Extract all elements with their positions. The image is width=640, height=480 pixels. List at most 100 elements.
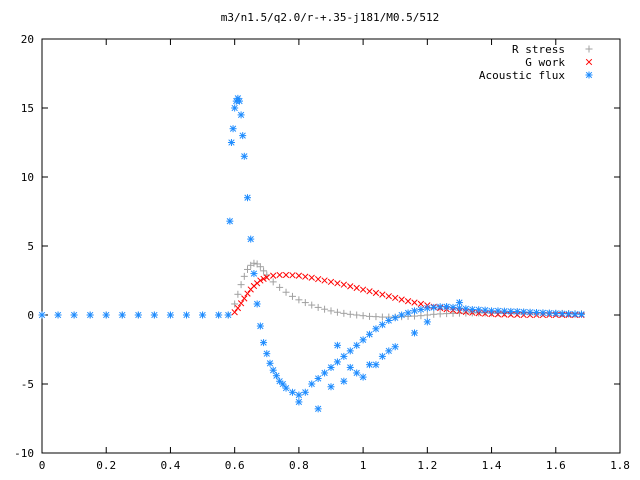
data-point [353, 369, 361, 377]
data-point [234, 290, 242, 298]
data-point [314, 303, 322, 311]
data-point [455, 299, 463, 307]
data-point [295, 272, 303, 279]
data-point [539, 309, 547, 317]
data-point [244, 290, 251, 297]
data-point [260, 275, 267, 282]
data-point [276, 271, 283, 279]
data-point [70, 311, 78, 319]
data-point [314, 405, 322, 413]
data-point [378, 321, 386, 329]
data-point [327, 363, 335, 371]
data-point [417, 312, 425, 320]
data-point [404, 309, 412, 317]
data-point [244, 265, 252, 273]
data-point [353, 284, 360, 292]
data-point [565, 310, 573, 318]
data-point [327, 307, 335, 315]
data-point [315, 275, 322, 283]
data-point [321, 305, 329, 313]
data-point [241, 295, 248, 302]
data-point [263, 350, 271, 358]
data-point [288, 388, 296, 396]
data-point [391, 314, 399, 322]
data-point [340, 281, 347, 288]
y-tick-label: -10 [14, 447, 34, 460]
data-point [430, 303, 438, 311]
data-point [227, 139, 235, 146]
data-point [513, 308, 521, 316]
data-point [266, 359, 274, 367]
data-point [340, 309, 348, 317]
data-point [250, 259, 258, 267]
data-point [398, 296, 405, 303]
data-point [333, 358, 341, 366]
data-point [443, 310, 451, 318]
data-point [231, 309, 238, 316]
data-point [302, 273, 309, 280]
data-point [468, 305, 476, 313]
data-point [260, 267, 268, 275]
data-point [577, 310, 585, 318]
x-tick-label: 0.6 [225, 459, 245, 472]
data-point [276, 283, 284, 291]
data-point [229, 125, 237, 133]
data-point [272, 372, 280, 380]
data-point [410, 329, 418, 337]
data-point [256, 322, 264, 330]
x-tick-label: 1.8 [610, 459, 630, 472]
data-point [462, 305, 470, 313]
data-point [333, 341, 341, 349]
legend-label: Acoustic flux [479, 69, 565, 82]
data-point [385, 293, 392, 300]
data-point [301, 388, 309, 396]
data-point [256, 263, 264, 271]
data-point [353, 341, 361, 349]
data-point [295, 398, 303, 406]
data-point [282, 271, 290, 279]
data-point [38, 311, 46, 319]
data-point [269, 366, 277, 374]
x-tick-label: 0.8 [289, 459, 309, 472]
data-point [423, 311, 431, 319]
data-point [215, 311, 223, 319]
data-point [231, 300, 239, 308]
data-point [533, 309, 541, 317]
legend-label: G work [525, 56, 565, 69]
data-point [231, 104, 239, 112]
chart-title: m3/n1.5/q2.0/r-+.35-j181/M0.5/512 [221, 11, 440, 24]
data-point [500, 307, 508, 315]
data-point [240, 272, 248, 280]
data-point [359, 312, 367, 320]
data-point [507, 307, 515, 315]
data-point [240, 152, 248, 160]
legend-marker [585, 58, 593, 66]
data-point [379, 291, 386, 298]
data-point [475, 306, 483, 314]
legend-marker [585, 71, 593, 79]
data-point [250, 270, 258, 278]
data-point [571, 310, 579, 318]
data-point [411, 299, 418, 306]
data-point [288, 292, 296, 300]
data-point [423, 318, 431, 326]
data-point [118, 311, 126, 319]
x-tick-label: 1 [360, 459, 367, 472]
data-point [308, 274, 315, 281]
data-point [359, 286, 367, 293]
data-point [359, 336, 367, 344]
data-point [430, 310, 438, 318]
x-tick-label: 1.6 [546, 459, 566, 472]
data-point [372, 325, 380, 333]
x-tick-label: 0.4 [161, 459, 181, 472]
data-point [372, 313, 380, 321]
data-point [410, 307, 418, 315]
data-point [436, 303, 444, 311]
data-point [282, 288, 290, 296]
data-point [558, 310, 566, 318]
data-point [417, 300, 425, 308]
data-point [54, 311, 62, 319]
data-point [366, 312, 374, 320]
axis-ticks: 0 0.2 0.4 0.6 0.8 1 1.2 1.4 1.6 1.8 -10 -5 0 5 10 15 20 [14, 33, 630, 472]
